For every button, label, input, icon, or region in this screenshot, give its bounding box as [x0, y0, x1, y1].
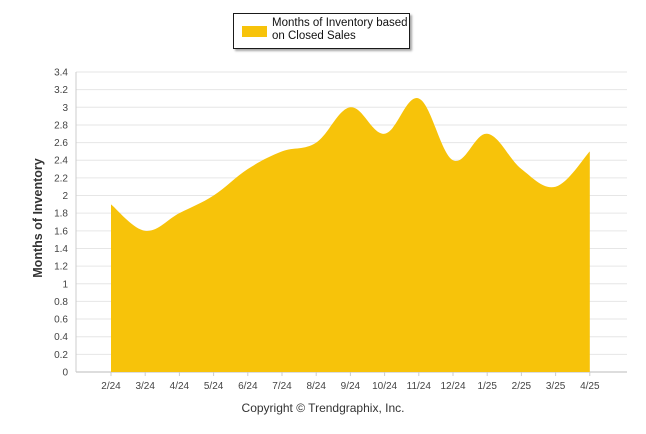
x-tick-label: 3/24	[135, 381, 155, 392]
y-tick-label: 3.4	[54, 68, 68, 79]
y-tick-label: 2.2	[54, 173, 68, 184]
y-tick-label: 1.8	[54, 209, 68, 220]
x-tick-label: 11/24	[407, 381, 432, 392]
y-tick-label: 1.2	[54, 262, 68, 273]
x-tick-label: 4/24	[170, 381, 190, 392]
x-tick-label: 7/24	[272, 381, 292, 392]
y-tick-label: 2.4	[54, 156, 68, 167]
x-tick-label: 3/25	[546, 381, 566, 392]
y-tick-label: 0.2	[54, 350, 68, 361]
y-tick-label: 1	[62, 279, 68, 290]
y-tick-label: 1.4	[54, 244, 68, 255]
x-tick-label: 9/24	[341, 381, 361, 392]
area-chart: 0 0.2 0.4 0.6 0.8 1 1.2 1.4 1.6 1.8 2 2.2 2.4 2.6 2.8 3…	[54, 68, 627, 392]
legend-swatch	[242, 26, 267, 37]
y-tick-label: 3.2	[54, 85, 68, 96]
x-tick-label: 12/24	[440, 381, 465, 392]
x-tick-label: 6/24	[238, 381, 258, 392]
x-tick-label: 8/24	[306, 381, 326, 392]
y-tick-label: 2.6	[54, 138, 68, 149]
y-tick-label: 3	[62, 103, 68, 114]
x-tick-label: 2/25	[512, 381, 532, 392]
x-tick-label: 1/25	[477, 381, 497, 392]
y-tick-label: 0.8	[54, 297, 68, 308]
x-tick-labels: 2/24 3/24 4/24 5/24 6/24 7/24 8/24 9/24 10/24 11/…	[101, 372, 600, 392]
y-tick-label: 0.6	[54, 315, 68, 326]
y-tick-label: 1.6	[54, 226, 68, 237]
x-tick-label: 4/25	[580, 381, 600, 392]
copyright-footer: Copyright © Trendgraphix, Inc.	[241, 401, 405, 415]
y-tick-label: 2.8	[54, 120, 68, 131]
chart-legend: Months of Inventory based on Closed Sale…	[233, 13, 410, 49]
x-tick-label: 10/24	[372, 381, 397, 392]
y-tick-label: 0.4	[54, 332, 68, 343]
y-tick-label: 2	[62, 191, 68, 202]
legend-label: Months of Inventory based on Closed Sale…	[272, 17, 408, 42]
y-tick-label: 0	[62, 368, 68, 379]
series-area	[111, 98, 590, 373]
y-tick-labels: 0 0.2 0.4 0.6 0.8 1 1.2 1.4 1.6 1.8 2 2.2 2.4 2.6 2.8 3…	[54, 68, 68, 379]
x-tick-label: 5/24	[204, 381, 224, 392]
x-tick-label: 2/24	[101, 381, 121, 392]
